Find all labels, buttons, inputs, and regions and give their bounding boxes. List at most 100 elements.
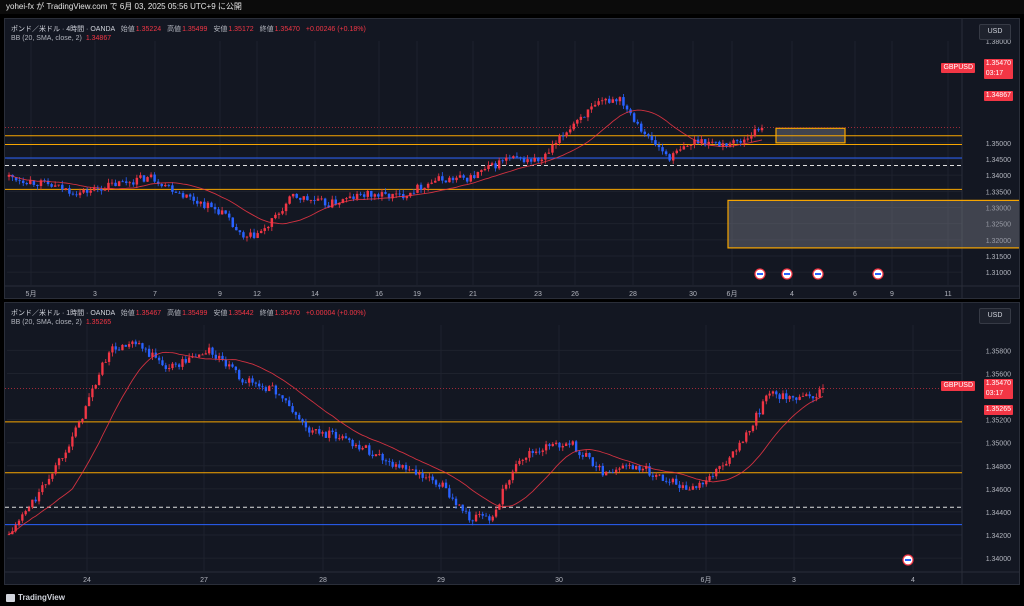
candle-body [416, 184, 419, 193]
candle-body [731, 451, 735, 458]
candle-body [252, 232, 256, 238]
x-tick-label: 14 [311, 291, 319, 298]
candle-body [675, 150, 678, 154]
currency-button[interactable]: USD [979, 308, 1011, 324]
candle-body [338, 202, 341, 205]
chart-canvas-4h[interactable]: 1.35000 1.34500 1.34000 1.33500 1.33000 1.325… [5, 19, 1020, 299]
legend-4h: ポンド／米ドル · 4時間 · OANDA 始値1.35224 高値1.3549… [11, 24, 366, 34]
candle-body [755, 412, 758, 426]
candle-body [111, 346, 114, 353]
candle-body [46, 180, 50, 185]
candle-body [611, 99, 615, 103]
candle-body [412, 192, 416, 194]
candle-body [668, 481, 671, 483]
chart-panel-4h[interactable]: 1.35000 1.34500 1.34000 1.33500 1.33000 1.325… [4, 18, 1020, 299]
y-tick-label: 1.34800 [986, 464, 1011, 471]
candle-body [370, 190, 373, 197]
candle-body [224, 210, 227, 214]
candle-body [188, 194, 192, 197]
candle-body [21, 180, 25, 184]
candle-body [735, 140, 739, 142]
candle-body [512, 156, 515, 158]
candle-body [625, 105, 629, 110]
candle-body [134, 341, 137, 345]
candle-body [206, 202, 210, 209]
candle-body [590, 106, 593, 110]
candle-body [615, 99, 618, 102]
candle-body [433, 180, 437, 183]
candle-body [378, 454, 381, 455]
legend-1h: ポンド／米ドル · 1時間 · OANDA 始値1.35467 高値1.3549… [11, 308, 366, 318]
chart-canvas-1h[interactable]: 1.35800 1.35600 1.35200 1.35000 1.34800 1.346… [5, 303, 1020, 585]
candle-body [526, 159, 529, 163]
candle-body [284, 203, 288, 212]
candle-body [473, 175, 476, 179]
chart-panel-1h[interactable]: 1.35800 1.35600 1.35200 1.35000 1.34800 1.346… [4, 302, 1020, 585]
candle-body [147, 348, 151, 357]
candle-body [565, 132, 568, 137]
candle-body [701, 482, 705, 485]
economic-event-flag [757, 273, 763, 275]
candle-body [753, 129, 757, 137]
candle-body [274, 385, 278, 395]
candle-body [621, 465, 625, 469]
candle-body [490, 163, 494, 166]
candle-body [314, 429, 318, 431]
candle-body [394, 193, 398, 195]
indicator-name: BB (20, SMA, close, 2) [11, 319, 82, 326]
y-tick-label: 1.32500 [986, 222, 1011, 229]
candle-body [241, 379, 244, 383]
candle-body [214, 354, 218, 359]
candle-body [50, 184, 53, 187]
close-label: 終値 [259, 26, 274, 33]
candle-body [693, 139, 696, 145]
candle-body [291, 193, 295, 197]
candle-body [451, 497, 454, 499]
x-tick-label: 7 [153, 291, 157, 298]
candle-body [68, 188, 71, 194]
symbol-tag: GBPUSD [941, 381, 975, 391]
x-tick-label: 9 [218, 291, 222, 298]
candle-body [220, 210, 224, 215]
candle-body [85, 189, 89, 193]
candle-body [320, 198, 323, 200]
candle-body [278, 394, 281, 396]
candle-body [541, 450, 544, 452]
candle-body [299, 197, 302, 200]
candle-body [404, 465, 408, 470]
candle-body [57, 458, 61, 466]
candle-body [540, 159, 544, 162]
candle-body [251, 378, 254, 383]
candle-body [174, 363, 177, 365]
candle-body [483, 168, 487, 171]
symbol-tag: GBPUSD [941, 63, 975, 73]
candle-body [471, 520, 474, 522]
y-tick-label: 1.35600 [986, 371, 1011, 378]
bb-price-tag: 1.34867 [983, 91, 1013, 101]
candle-body [547, 152, 551, 154]
candle-body [274, 214, 277, 219]
candle-body [632, 113, 636, 122]
candle-body [462, 175, 465, 178]
bb-price-tag: 1.35265 [983, 405, 1013, 415]
candle-body [568, 443, 571, 445]
indicator-legend[interactable]: BB (20, SMA, close, 2) 1.34867 [11, 35, 111, 42]
candle-body [598, 465, 601, 468]
candle-body [581, 455, 584, 457]
currency-button[interactable]: USD [979, 24, 1011, 40]
publish-header: yohei-fx が TradingView.com で 6月 03, 2025… [0, 0, 1024, 14]
candle-body [341, 199, 345, 203]
candle-body [391, 461, 394, 467]
candle-body [625, 465, 628, 467]
candle-body [245, 236, 249, 238]
candle-body [583, 116, 586, 118]
indicator-legend[interactable]: BB (20, SMA, close, 2) 1.35265 [11, 319, 111, 326]
candle-body [458, 175, 462, 178]
y-tick-label: 1.35200 [986, 418, 1011, 425]
candle-body [354, 444, 358, 447]
economic-event-flag [784, 273, 790, 275]
candle-body [554, 442, 558, 444]
bollinger-basis-line [8, 109, 763, 225]
candle-body [259, 230, 263, 234]
candle-body [103, 189, 107, 191]
